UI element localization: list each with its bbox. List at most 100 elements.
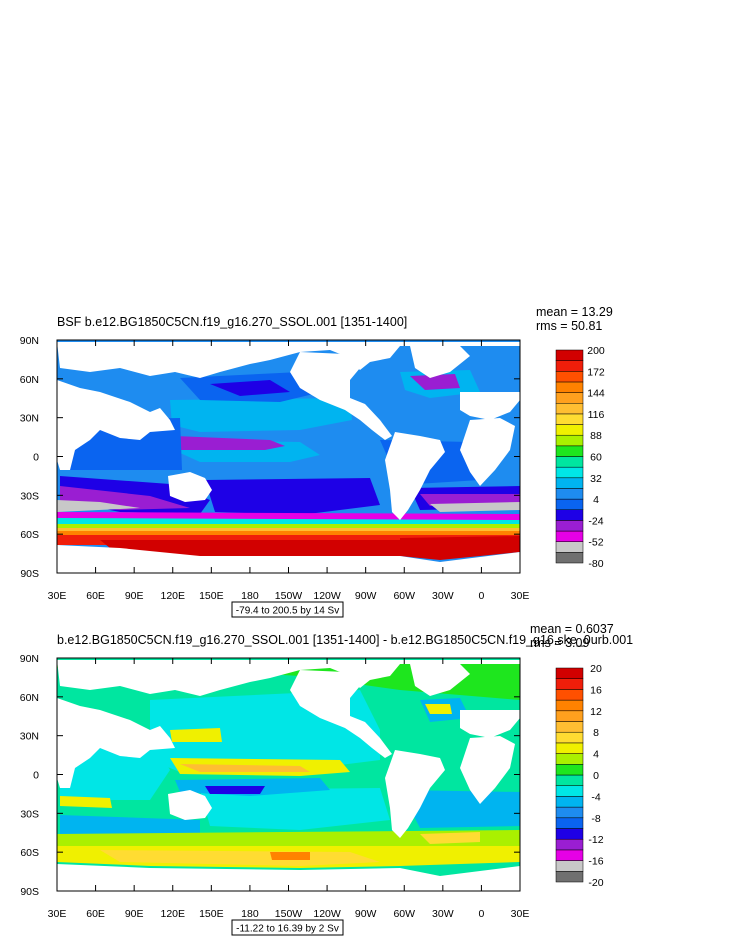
y-tick-label: 60S: [20, 529, 39, 541]
difference-panel: b.e12.BG1850C5CN.f19_g16.270_SSOL.001 [1…: [20, 622, 633, 936]
colorbar-swatch: [555, 520, 584, 532]
colorbar-label: 144: [587, 388, 605, 400]
colorbar-label: 4: [593, 494, 599, 506]
colorbar-swatch: [555, 721, 584, 733]
colorbar-label: -80: [588, 558, 603, 570]
colorbar-label: -52: [588, 537, 603, 549]
colorbar-swatch: [555, 817, 584, 829]
colorbar-swatch: [555, 445, 584, 457]
colorbar-swatch: [555, 731, 584, 744]
colorbar-swatch: [555, 678, 584, 690]
x-tick-label: 0: [478, 590, 484, 602]
x-tick-label: 120W: [313, 908, 341, 920]
x-tick-label: 150E: [199, 590, 224, 602]
colorbar-swatch: [555, 667, 584, 679]
colorbar-swatch: [555, 689, 584, 701]
colorbar-swatch: [555, 710, 584, 722]
colorbar-swatch: [555, 498, 584, 511]
y-tick-label: 90N: [20, 653, 39, 665]
colorbar-swatch: [555, 349, 584, 361]
colorbar-swatch: [555, 774, 584, 786]
y-tick-label: 90N: [20, 335, 39, 347]
colorbar-label: 0: [593, 770, 599, 782]
colorbar-swatch: [555, 796, 584, 808]
x-tick-label: 180: [241, 590, 259, 602]
colorbar-label: 4: [593, 749, 599, 761]
y-tick-label: 30N: [20, 413, 39, 425]
panel2-range-label: -11.22 to 16.39 by 2 Sv: [236, 924, 339, 935]
colorbar-swatch: [555, 413, 584, 425]
colorbar-swatch: [555, 541, 584, 553]
colorbar-label: 12: [590, 706, 602, 718]
colorbar-label: 60: [590, 452, 602, 464]
x-tick-label: 120E: [160, 908, 185, 920]
colorbar-label: 32: [590, 473, 602, 485]
panel2-rms: rms = 3.09: [530, 636, 589, 650]
y-tick-label: 30N: [20, 731, 39, 743]
panel1-x-axis: 30E 60E 90E 120E 150E 180 150W 120W 90W 60W 30W 0 30…: [48, 340, 530, 602]
panel1-y-axis: 90N 60N 30N 0 30S 60S 90S: [20, 335, 520, 580]
x-tick-label: 60E: [86, 590, 105, 602]
y-tick-label: 60S: [20, 847, 39, 859]
colorbar-swatch: [555, 466, 584, 479]
panel1-colorbar: -80 -52 -24 4 32 60 88 116 144 172 200: [555, 345, 605, 570]
colorbar-swatch: [555, 552, 584, 564]
colorbar-label: 8: [593, 727, 599, 739]
panel1-mean: mean = 13.29: [536, 305, 613, 319]
colorbar-swatch: [555, 456, 584, 468]
colorbar-swatch: [555, 849, 584, 861]
panel2-map: [57, 658, 520, 891]
colorbar-label: 200: [587, 345, 605, 357]
bsf-panel: BSF b.e12.BG1850C5CN.f19_g16.270_SSOL.00…: [20, 305, 613, 618]
colorbar-swatch: [555, 360, 584, 372]
colorbar-label: 88: [590, 430, 602, 442]
colorbar-label: -12: [588, 834, 603, 846]
colorbar-label: 172: [587, 366, 605, 378]
y-tick-label: 60N: [20, 374, 39, 386]
panel1-range-label: -79.4 to 200.5 by 14 Sv: [236, 606, 339, 617]
x-tick-label: 90W: [355, 590, 377, 602]
colorbar-swatch: [555, 403, 584, 415]
colorbar-swatch: [555, 753, 584, 765]
x-tick-label: 0: [478, 908, 484, 920]
colorbar-swatch: [555, 828, 584, 840]
colorbar-swatch: [555, 530, 584, 542]
y-tick-label: 60N: [20, 692, 39, 704]
panel2-x-axis: 30E 60E 90E 120E 150E 180 150W 120W 90W 60W 30W 0 30…: [48, 658, 529, 920]
colorbar-swatch: [555, 434, 584, 447]
x-tick-label: 30E: [48, 908, 67, 920]
x-tick-label: 60E: [86, 908, 105, 920]
panel1-rms: rms = 50.81: [536, 319, 602, 333]
x-tick-label: 90E: [125, 908, 144, 920]
colorbar-swatch: [555, 871, 584, 883]
x-tick-label: 30E: [511, 590, 530, 602]
colorbar-label: 20: [590, 663, 602, 675]
colorbar-swatch: [555, 838, 584, 851]
x-tick-label: 60W: [393, 908, 415, 920]
x-tick-label: 120W: [313, 590, 341, 602]
x-tick-label: 60W: [393, 590, 415, 602]
panel2-range-box: [231, 919, 344, 936]
colorbar-label: -20: [588, 877, 603, 889]
colorbar-swatch: [555, 806, 584, 819]
x-tick-label: 150W: [275, 908, 303, 920]
x-tick-label: 30E: [48, 590, 67, 602]
y-tick-label: 90S: [20, 568, 39, 580]
colorbar-swatch: [555, 699, 584, 712]
colorbar-swatch: [555, 371, 584, 383]
y-tick-label: 30S: [20, 808, 39, 820]
colorbar-swatch: [555, 477, 584, 489]
colorbar-label: -4: [591, 791, 600, 803]
x-tick-label: 180: [241, 908, 259, 920]
colorbar-label: -8: [591, 813, 600, 825]
y-tick-label: 30S: [20, 490, 39, 502]
colorbar-label: 16: [590, 684, 602, 696]
x-tick-label: 90E: [125, 590, 144, 602]
panel1-title: BSF b.e12.BG1850C5CN.f19_g16.270_SSOL.00…: [57, 315, 407, 329]
panel2-y-axis: 90N 60N 30N 0 30S 60S 90S: [20, 653, 520, 898]
colorbar-swatch: [555, 764, 584, 776]
colorbar-swatch: [555, 785, 584, 797]
colorbar-swatch: [555, 860, 584, 872]
colorbar-swatch: [555, 509, 584, 521]
